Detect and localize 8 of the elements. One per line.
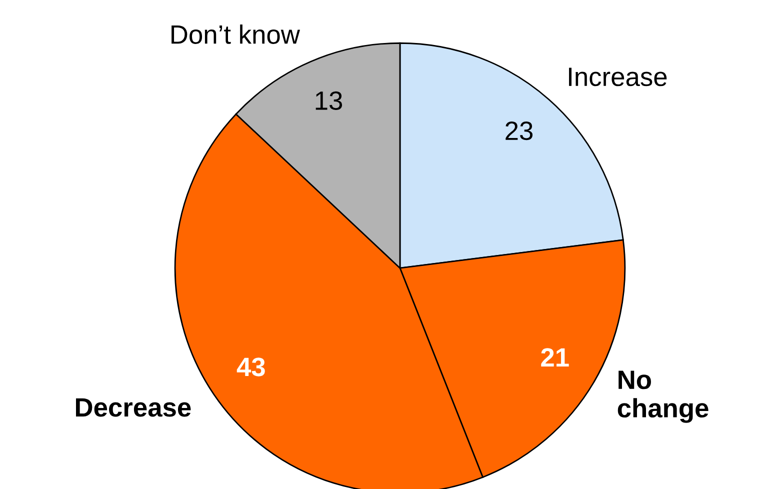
slice-label: Decrease xyxy=(76,398,191,417)
data-label: 43 xyxy=(236,358,265,376)
data-label: 23 xyxy=(506,121,533,140)
data-label: 21 xyxy=(541,348,569,366)
slice-label: Increase xyxy=(569,68,667,86)
data-label: 13 xyxy=(316,91,342,110)
slice-label: No change xyxy=(618,370,708,423)
slice-label: Don’t know xyxy=(172,24,300,44)
